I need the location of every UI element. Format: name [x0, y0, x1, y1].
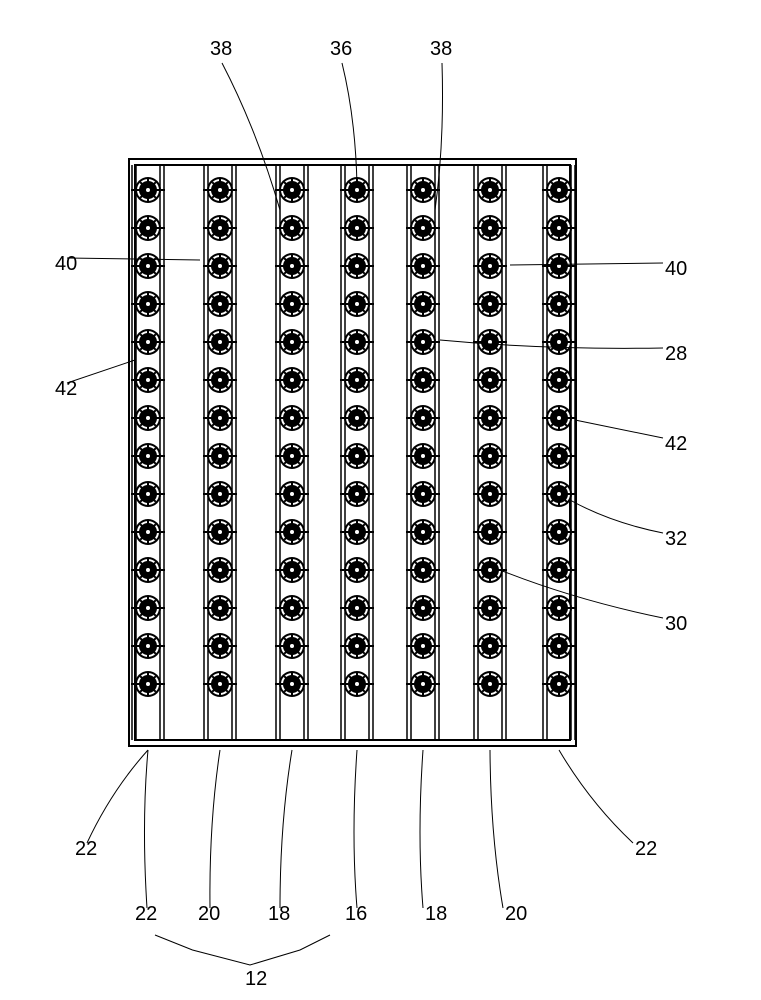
label-38: 38: [210, 38, 232, 60]
label-20: 20: [505, 903, 527, 925]
label-22: 22: [75, 838, 97, 860]
patent-diagram: 38 36 38 40 40 28 42 42 32 30 22 22 22 20 18 16 18 20 12: [0, 0, 761, 1000]
label-40: 40: [55, 253, 77, 275]
label-16: 16: [345, 903, 367, 925]
label-40: 40: [665, 258, 687, 280]
label-42: 42: [55, 378, 77, 400]
label-18: 18: [425, 903, 447, 925]
label-32: 32: [665, 528, 687, 550]
label-22: 22: [635, 838, 657, 860]
label-12: 12: [245, 968, 267, 990]
label-36: 36: [330, 38, 352, 60]
label-30: 30: [665, 613, 687, 635]
label-18: 18: [268, 903, 290, 925]
label-38: 38: [430, 38, 452, 60]
label-42: 42: [665, 433, 687, 455]
label-28: 28: [665, 343, 687, 365]
label-22: 22: [135, 903, 157, 925]
label-20: 20: [198, 903, 220, 925]
